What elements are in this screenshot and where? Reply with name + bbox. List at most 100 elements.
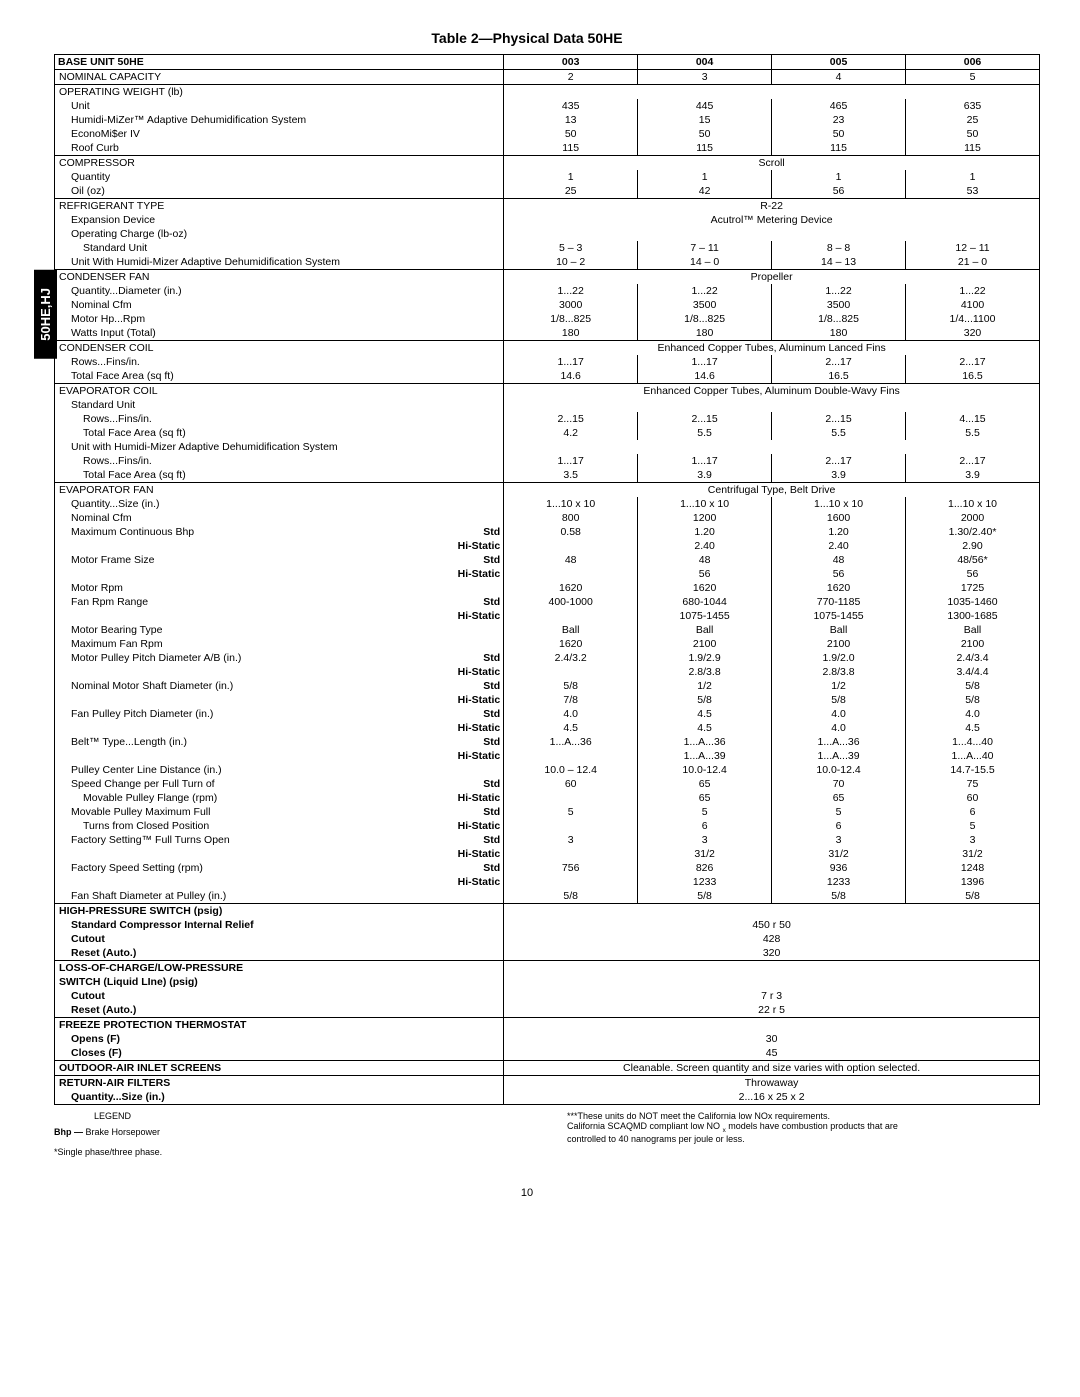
row-label: Quantity...Size (in.) <box>55 1090 504 1105</box>
row-label: Total Face Area (sq ft) <box>55 468 504 483</box>
cell: 3.4/4.4 <box>906 665 1040 679</box>
row-span <box>504 904 1040 919</box>
row-label: Watts Input (Total) <box>55 326 504 341</box>
cell: 5 <box>504 805 638 819</box>
cell: 1...10 x 10 <box>504 497 638 511</box>
cell: 2...15 <box>504 412 638 426</box>
row-sublabel: Std <box>446 805 504 819</box>
cell: 48 <box>504 553 638 567</box>
row-label <box>55 875 447 889</box>
cell: 5/8 <box>772 889 906 904</box>
cell: 1/8...825 <box>638 312 772 326</box>
legend-bhp-text: Brake Horsepower <box>86 1127 161 1137</box>
cell: 14.6 <box>504 369 638 384</box>
cell: 1600 <box>772 511 906 525</box>
row-label <box>55 609 447 623</box>
row-sublabel: Hi-Static <box>446 665 504 679</box>
cell: 1...A...36 <box>638 735 772 749</box>
cell <box>504 847 638 861</box>
row-span: Cleanable. Screen quantity and size vari… <box>504 1061 1040 1076</box>
cell: 115 <box>906 141 1040 156</box>
row-span: Scroll <box>504 156 1040 171</box>
cell: 56 <box>906 567 1040 581</box>
row-label: Reset (Auto.) <box>55 1003 504 1018</box>
cell: 5/8 <box>906 679 1040 693</box>
cell: 2...15 <box>638 412 772 426</box>
row-label: Motor Rpm <box>55 581 504 595</box>
row-span <box>504 85 1040 100</box>
row-label: Operating Charge (lb-oz) <box>55 227 504 241</box>
cell: 1248 <box>906 861 1040 875</box>
cell: Ball <box>504 623 638 637</box>
row-sublabel: Std <box>446 777 504 791</box>
cell: 4.0 <box>906 707 1040 721</box>
cell: 1233 <box>638 875 772 889</box>
row-label <box>55 539 447 553</box>
row-sublabel: Hi-Static <box>446 539 504 553</box>
cell: 6 <box>638 819 772 833</box>
cell: 1075-1455 <box>638 609 772 623</box>
row-label: EVAPORATOR COIL <box>55 384 504 399</box>
cell <box>504 875 638 889</box>
cell: 53 <box>906 184 1040 199</box>
cell: 2100 <box>906 637 1040 651</box>
cell: 3000 <box>504 298 638 312</box>
cell: 1.30/2.40* <box>906 525 1040 539</box>
cell: 50 <box>638 127 772 141</box>
cell: 31/2 <box>906 847 1040 861</box>
row-label: Movable Pulley Flange (rpm) <box>55 791 447 805</box>
cell: 2 <box>504 70 638 85</box>
cell: 3 <box>638 70 772 85</box>
cell: 770-1185 <box>772 595 906 609</box>
cell: 635 <box>906 99 1040 113</box>
row-span: Centrifugal Type, Belt Drive <box>504 483 1040 498</box>
row-label <box>55 665 447 679</box>
cell: 60 <box>504 777 638 791</box>
cell: 1 <box>638 170 772 184</box>
row-span: 22 r 5 <box>504 1003 1040 1018</box>
cell: 3500 <box>772 298 906 312</box>
side-tab: 50HE,HJ <box>34 270 57 359</box>
cell: 2.4/3.4 <box>906 651 1040 665</box>
row-label: Expansion Device <box>55 213 504 227</box>
cell: 6 <box>772 819 906 833</box>
cell: 3.9 <box>772 468 906 483</box>
header-col-1: 004 <box>638 55 772 70</box>
cell <box>504 567 638 581</box>
row-span: Enhanced Copper Tubes, Aluminum Double-W… <box>504 384 1040 399</box>
cell: 48 <box>638 553 772 567</box>
row-sublabel: Std <box>446 525 504 539</box>
cell: 7 – 11 <box>638 241 772 255</box>
cell: 4...15 <box>906 412 1040 426</box>
cell: 56 <box>638 567 772 581</box>
header-col-3: 006 <box>906 55 1040 70</box>
row-label: Cutout <box>55 932 504 946</box>
cell: 65 <box>638 791 772 805</box>
row-span: Acutrol™ Metering Device <box>504 213 1040 227</box>
row-label: CONDENSER FAN <box>55 270 504 285</box>
row-label <box>55 721 447 735</box>
cell: 1620 <box>504 637 638 651</box>
cell: 115 <box>638 141 772 156</box>
row-label: HIGH-PRESSURE SWITCH (psig) <box>55 904 504 919</box>
cell: 1...A...36 <box>772 735 906 749</box>
row-label: Standard Unit <box>55 398 504 412</box>
cell: 3500 <box>638 298 772 312</box>
legend-title: LEGEND <box>94 1111 507 1121</box>
row-label: Rows...Fins/in. <box>55 412 504 426</box>
row-sublabel: Hi-Static <box>446 875 504 889</box>
cell: Ball <box>638 623 772 637</box>
cell: 65 <box>772 791 906 805</box>
cell: 21 – 0 <box>906 255 1040 270</box>
row-sublabel: Hi-Static <box>446 847 504 861</box>
row-label: Standard Compressor Internal Relief <box>55 918 504 932</box>
header-col-2: 005 <box>772 55 906 70</box>
cell: 4.5 <box>906 721 1040 735</box>
row-label: SWITCH (Liquid LIne) (psig) <box>55 975 504 989</box>
cell: 16.5 <box>772 369 906 384</box>
row-label: Maximum Continuous Bhp <box>55 525 447 539</box>
row-label: Motor Bearing Type <box>55 623 504 637</box>
row-span <box>504 1018 1040 1033</box>
cell: 10.0-12.4 <box>638 763 772 777</box>
row-label: RETURN-AIR FILTERS <box>55 1076 504 1091</box>
